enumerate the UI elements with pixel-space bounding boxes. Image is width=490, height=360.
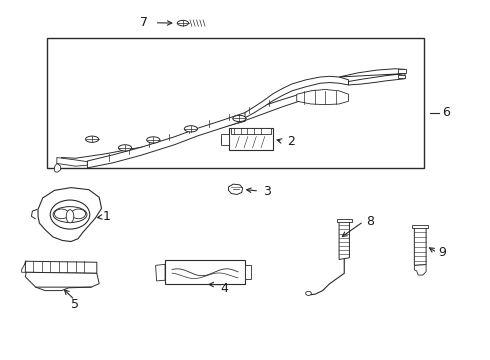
Bar xyxy=(413,225,428,228)
Bar xyxy=(228,128,273,150)
Ellipse shape xyxy=(72,209,86,219)
Bar xyxy=(337,219,352,222)
Ellipse shape xyxy=(147,137,160,143)
Polygon shape xyxy=(415,265,426,275)
Polygon shape xyxy=(22,261,26,272)
Text: 6: 6 xyxy=(442,106,450,119)
Polygon shape xyxy=(156,264,165,281)
Polygon shape xyxy=(25,261,97,273)
Polygon shape xyxy=(339,220,349,260)
Text: 9: 9 xyxy=(439,246,446,259)
Ellipse shape xyxy=(54,209,69,219)
Polygon shape xyxy=(297,89,348,105)
Ellipse shape xyxy=(233,115,246,122)
Bar xyxy=(221,134,229,145)
Text: 2: 2 xyxy=(287,135,295,148)
Text: 5: 5 xyxy=(71,298,79,311)
Circle shape xyxy=(50,200,90,229)
Polygon shape xyxy=(245,76,348,118)
Bar xyxy=(398,69,406,73)
Bar xyxy=(398,75,405,78)
Bar xyxy=(165,260,245,284)
Text: 3: 3 xyxy=(263,185,271,198)
Ellipse shape xyxy=(53,207,87,222)
Ellipse shape xyxy=(119,145,132,151)
Polygon shape xyxy=(339,69,405,85)
Ellipse shape xyxy=(86,136,98,142)
Text: 4: 4 xyxy=(220,282,228,295)
Polygon shape xyxy=(54,163,61,172)
Text: 1: 1 xyxy=(102,211,110,224)
Text: 8: 8 xyxy=(366,215,374,228)
Polygon shape xyxy=(57,158,92,166)
Polygon shape xyxy=(415,227,426,265)
Ellipse shape xyxy=(66,210,74,223)
Bar xyxy=(231,128,271,134)
Polygon shape xyxy=(228,184,243,194)
Ellipse shape xyxy=(177,20,189,26)
Ellipse shape xyxy=(184,126,197,132)
Text: 7: 7 xyxy=(140,16,148,29)
Polygon shape xyxy=(25,272,99,287)
Circle shape xyxy=(306,291,311,296)
Bar xyxy=(245,265,251,279)
Bar xyxy=(48,38,424,168)
Polygon shape xyxy=(87,90,316,168)
Polygon shape xyxy=(38,188,101,242)
